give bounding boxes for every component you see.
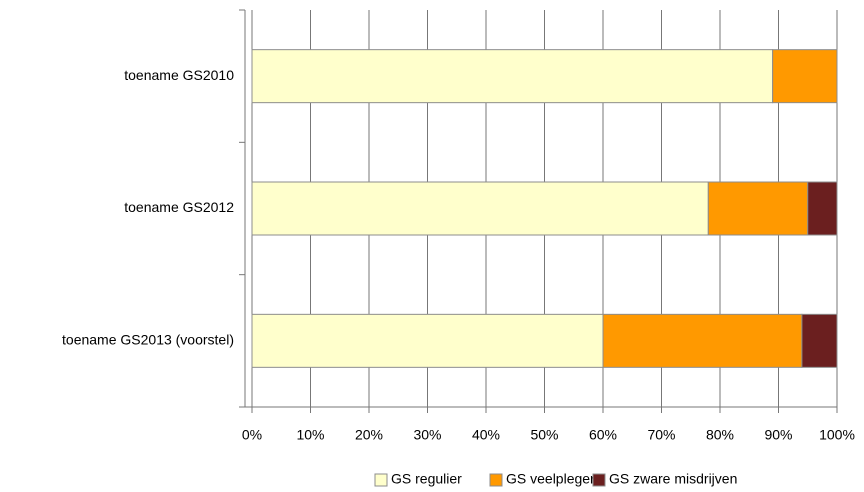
bar-segment bbox=[707, 181, 809, 236]
x-tick-label: 100% bbox=[819, 427, 855, 443]
x-tick-label: 40% bbox=[472, 427, 500, 443]
x-tick-label: 90% bbox=[764, 427, 792, 443]
y-tick-label: toename GS2013 (voorstel) bbox=[62, 332, 234, 348]
y-tick-label: toename GS2012 bbox=[124, 199, 234, 215]
legend-label: GS regulier bbox=[391, 471, 462, 487]
bar-segment bbox=[801, 313, 838, 368]
x-tick-label: 20% bbox=[355, 427, 383, 443]
legend-swatch bbox=[592, 473, 606, 487]
legend-swatch bbox=[374, 473, 388, 487]
x-tick-label: 70% bbox=[647, 427, 675, 443]
bar-segment bbox=[251, 313, 604, 368]
x-tick-label: 80% bbox=[706, 427, 734, 443]
y-tick-label: toename GS2010 bbox=[124, 67, 234, 83]
bar-segment bbox=[772, 49, 838, 104]
x-tick-label: 0% bbox=[242, 427, 262, 443]
legend-swatch bbox=[489, 473, 503, 487]
bar-segment bbox=[602, 313, 803, 368]
x-tick-label: 60% bbox=[589, 427, 617, 443]
x-tick-label: 30% bbox=[413, 427, 441, 443]
x-tick-label: 50% bbox=[530, 427, 558, 443]
bar-segment bbox=[807, 181, 838, 236]
bar-segment bbox=[251, 49, 774, 104]
legend-label: GS zware misdrijven bbox=[609, 471, 737, 487]
legend-label: GS veelpleger bbox=[506, 471, 595, 487]
bar-segment bbox=[251, 181, 709, 236]
x-tick-label: 10% bbox=[296, 427, 324, 443]
